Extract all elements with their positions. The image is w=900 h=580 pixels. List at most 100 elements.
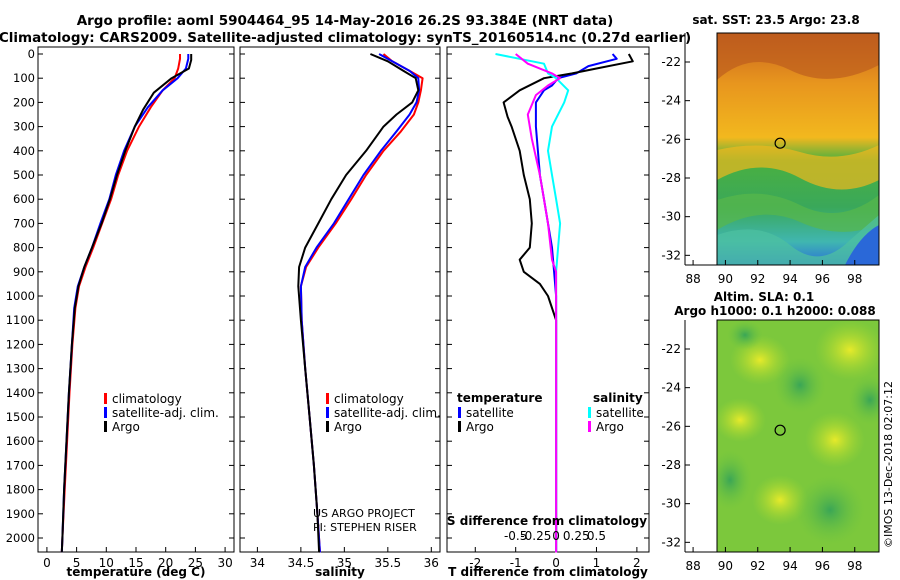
y-tick-label: 1100: [6, 313, 35, 327]
legend-temperature-title: temperature: [457, 391, 542, 405]
y-tick-label: 0: [28, 47, 35, 61]
map-x-tick-label: 94: [782, 272, 797, 286]
series-line-t-argo: [502, 53, 634, 553]
legend-salinity-title: salinity: [593, 391, 643, 405]
legend-swatch-satellite: [104, 407, 107, 418]
map-y-tick-label: -22: [661, 55, 681, 69]
series-line-argo: [60, 54, 193, 553]
map-y-tick-label: -26: [661, 132, 681, 146]
map-y-tick-label: -30: [661, 210, 681, 224]
y-tick-label: 400: [13, 144, 35, 158]
s-tick-label: -0.25: [520, 529, 551, 543]
map-x-tick-label: 90: [718, 272, 733, 286]
y-tick-label: 1800: [6, 483, 35, 497]
legend-swatch-argo: [326, 421, 329, 432]
x-axis-label: salinity: [315, 565, 365, 579]
legend-swatch-t-argo: [458, 421, 461, 432]
x-axis-label: temperature (deg C): [67, 565, 206, 579]
y-tick-label: 800: [13, 241, 35, 255]
x-tick-label: 34: [250, 556, 265, 570]
sla-map: Altim. SLA: 0.1 Argo h1000: 0.1 h2000: 0…: [661, 290, 880, 573]
x-tick-label: 1: [593, 556, 601, 570]
map-y-tick-label: -32: [661, 248, 681, 262]
sla-field: [717, 320, 879, 552]
x-tick-label: 20: [158, 556, 173, 570]
title-line1: Argo profile: aoml 5904464_95 14-May-201…: [77, 13, 614, 29]
salinity-legend: climatology satellite-adj. clim. Argo US…: [313, 392, 441, 534]
credit-stamp: ©IMOS 13-Dec-2018 02:07:12: [882, 381, 895, 548]
map-y-tick-label: -24: [661, 94, 681, 108]
legend-satellite: satellite-adj. clim.: [334, 406, 441, 420]
legend-t-satellite: satellite: [466, 406, 514, 420]
argo-location-marker: [774, 424, 786, 436]
map-y-tick-label: -24: [661, 381, 681, 395]
y-tick-label: 300: [13, 120, 35, 134]
plot-frame: [446, 46, 650, 553]
legend-swatch-s-argo: [588, 421, 591, 432]
sst-map: sat. SST: 23.5 Argo: 23.8 -22 -24 -26 -28 -3…: [661, 13, 880, 286]
map-x-tick-label: 88: [685, 272, 700, 286]
x-tick-label: 34.5: [288, 556, 315, 570]
y-tick-label: 1300: [6, 362, 35, 376]
x-tick-label: 30: [217, 556, 232, 570]
series-line-argo: [297, 53, 420, 553]
difference-legend: temperature satellite Argo salinity sate…: [447, 391, 647, 528]
series-line-climatology: [299, 53, 424, 553]
y-tick-label: 600: [13, 192, 35, 206]
legend-argo: Argo: [112, 420, 140, 434]
y-tick-label: 500: [13, 168, 35, 182]
argo-location-marker: [774, 137, 786, 149]
temperature-legend: climatology satellite-adj. clim. Argo: [104, 392, 219, 434]
x-tick-label: 36: [424, 556, 439, 570]
sla-title: Altim. SLA: 0.1: [714, 290, 815, 304]
y-tick-label: 1500: [6, 410, 35, 424]
series-line-climatology: [60, 54, 181, 553]
legend-t-argo: Argo: [466, 420, 494, 434]
y-tick-label: 700: [13, 216, 35, 230]
legend-swatch-s-satellite: [588, 407, 591, 418]
y-tick-label: 200: [13, 95, 35, 109]
temperature-panel: 0 5 10 15 20 25 30 temperature (deg C) 0 100 200 30…: [6, 46, 235, 579]
plot-frame: [239, 46, 441, 553]
map-x-tick-label: 92: [750, 272, 765, 286]
sst-title: sat. SST: 23.5 Argo: 23.8: [692, 13, 859, 27]
legend-swatch-satellite: [326, 407, 329, 418]
sst-field: [717, 33, 879, 265]
y-tick-label: 1000: [6, 289, 35, 303]
x-tick-label: 15: [128, 556, 143, 570]
series-line-s-satellite: [495, 53, 570, 553]
x-tick-label: 5: [73, 556, 81, 570]
legend-swatch-climatology: [104, 393, 107, 404]
y-tick-label: 1900: [6, 507, 35, 521]
s-tick-label: 0.25: [563, 529, 590, 543]
x-axis-label: T difference from climatology: [448, 565, 648, 579]
legend-climatology: climatology: [334, 392, 404, 406]
map-x-tick-label: 96: [815, 559, 830, 573]
map-x-tick-label: 98: [847, 272, 862, 286]
salinity-panel: 34 34.5 35 35.5 36 salinity: [239, 46, 441, 579]
legend-s-satellite: satellite: [596, 406, 644, 420]
y-tick-label: 1700: [6, 458, 35, 472]
series-line-satellite-adj-clim-: [60, 54, 190, 553]
legend-s-argo: Argo: [596, 420, 624, 434]
y-tick-label: 100: [13, 71, 35, 85]
map-y-tick-label: -28: [661, 458, 681, 472]
x-tick-label: 2: [633, 556, 641, 570]
y-tick-label: 900: [13, 265, 35, 279]
legend-climatology: climatology: [112, 392, 182, 406]
difference-panel: -2 -1 0 1 2T difference from climatology -0.5…: [446, 46, 650, 579]
y-tick-label: 1600: [6, 434, 35, 448]
watermark-project: US ARGO PROJECT: [313, 507, 415, 520]
map-y-tick-label: -28: [661, 171, 681, 185]
sla-subtitle: Argo h1000: 0.1 h2000: 0.088: [674, 304, 875, 318]
x-tick-label: 35: [337, 556, 352, 570]
map-x-tick-label: 92: [750, 559, 765, 573]
series-line-satellite-adj-clim-: [299, 53, 421, 553]
map-x-tick-label: 96: [815, 272, 830, 286]
s-tick-label: 0: [552, 529, 560, 543]
map-x-tick-label: 94: [782, 559, 797, 573]
y-tick-label: 1200: [6, 337, 35, 351]
s-tick-label: 0.5: [587, 529, 606, 543]
map-y-tick-label: -30: [661, 497, 681, 511]
